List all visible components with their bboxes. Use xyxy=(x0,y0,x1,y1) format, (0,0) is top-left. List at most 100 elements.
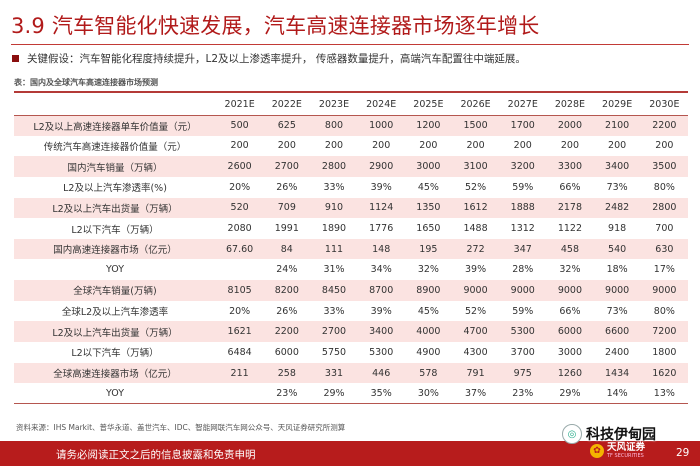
table-cell: 9000 xyxy=(451,280,500,301)
table-cell: 2200 xyxy=(263,321,311,343)
row-label: L2及以上汽车出货量（万辆） xyxy=(14,321,217,343)
table-cell: 3400 xyxy=(357,321,405,343)
table-row: L2及以上高速连接器单车价值量（元） 500 625 800 1000 1200 1500 1… xyxy=(14,115,688,136)
table-cell: 625 xyxy=(263,115,311,136)
table-cell: 8200 xyxy=(263,280,311,301)
table-cell: 23% xyxy=(263,383,311,405)
row-label: 全球L2及以上汽车渗透率 xyxy=(61,307,169,319)
table-cell: 200 xyxy=(230,140,249,152)
table-cell: 1000 xyxy=(357,115,405,136)
year-header: 2026E xyxy=(451,95,500,116)
table-cell: 30% xyxy=(404,383,452,405)
table-cell: 1800 xyxy=(652,346,677,358)
table-cell: 200 xyxy=(466,140,485,152)
table-cell: 2700 xyxy=(310,321,358,343)
table-row: L2以下汽车（万辆） 2080 1991 1890 1776 1650 1488 1312 11… xyxy=(14,218,688,239)
table-cell: 29% xyxy=(310,383,358,405)
table-cell: 45% xyxy=(417,305,439,317)
table-cell: 200 xyxy=(608,140,627,152)
table-cell: 39% xyxy=(370,305,392,317)
table-cell: 446 xyxy=(357,362,405,384)
table-cell: 1888 xyxy=(499,197,547,219)
table-cell: 272 xyxy=(451,238,500,260)
footer-bar xyxy=(0,441,700,466)
flower-logo-icon: ✿ xyxy=(590,444,604,459)
table-cell: 1124 xyxy=(357,197,405,219)
table-cell: 458 xyxy=(546,238,594,260)
table-cell: 7200 xyxy=(640,321,688,343)
table-cell: 9000 xyxy=(499,280,547,301)
table-cell: 39% xyxy=(370,181,392,193)
table-cell xyxy=(216,259,263,280)
table-row: L2及以上汽车渗透率(%) 20% 26% 33% 39% 45% 52% 59% 66% 73%… xyxy=(14,177,688,198)
brand-subtitle: TF SECURITIES xyxy=(607,453,644,460)
table-cell: 5300 xyxy=(369,346,394,358)
table-cell: 258 xyxy=(263,362,311,384)
table-row: 全球汽车销量(万辆) 8105 8200 8450 8700 8900 9000 9000 90… xyxy=(14,280,688,301)
table-row: L2及以上汽车出货量（万辆） 520 709 910 1124 1350 1612 1888 2… xyxy=(14,197,688,219)
table-cell: 67.60 xyxy=(216,238,264,260)
table-cell: 700 xyxy=(655,223,674,235)
table-cell: 52% xyxy=(465,305,487,317)
brand-logo: ✿ 天风证券 TF SECURITIES xyxy=(590,442,645,460)
table-cell: 33% xyxy=(323,305,345,317)
title-divider xyxy=(11,44,689,45)
table-cell: 200 xyxy=(324,140,344,152)
disclaimer-text: 请务必阅读正文之后的信息披露和免责申明 xyxy=(56,449,256,461)
table-cell: 26% xyxy=(276,181,298,193)
table-cell: 18% xyxy=(606,264,628,276)
table-cell: 2482 xyxy=(593,197,641,219)
table-cell: 3000 xyxy=(557,346,583,358)
table-cell: 4700 xyxy=(451,321,500,343)
table-cell: 73% xyxy=(606,181,628,193)
table-cell: 17% xyxy=(653,264,675,276)
table-cell: 1612 xyxy=(451,197,500,219)
row-label: YOY xyxy=(14,383,217,405)
table-cell: 5750 xyxy=(321,346,347,358)
table-cell: 6000 xyxy=(274,346,299,358)
table-row: L2以下汽车（万辆） 6484 6000 5750 5300 4900 4300 3700 30… xyxy=(14,342,688,363)
table-cell: 59% xyxy=(512,305,534,317)
table-cell: 1991 xyxy=(274,223,299,235)
row-label: 国内高速连接器市场（亿元） xyxy=(14,238,217,260)
table-cell: 3300 xyxy=(546,156,594,177)
table-cell: 4300 xyxy=(463,346,488,358)
year-header: 2030E xyxy=(640,95,688,116)
table-cell: 2600 xyxy=(216,156,264,177)
table-cell: 540 xyxy=(593,238,641,260)
table-cell: 211 xyxy=(216,362,264,384)
table-row: 国内高速连接器市场（亿元） 67.60 84 111 148 195 272 347 458 54… xyxy=(14,238,688,260)
table-cell: 2700 xyxy=(263,156,311,177)
row-label: 国内汽车销量（万辆） xyxy=(14,156,217,177)
row-label: 全球汽车销量(万辆) xyxy=(14,280,217,301)
year-header: 2024E xyxy=(357,95,405,116)
table-cell: 26% xyxy=(276,305,298,317)
watermark: ◎ 科技伊甸园 xyxy=(562,424,656,444)
row-label: 传统汽车高速连接器价值量（元） xyxy=(43,141,187,153)
row-label: L2及以上汽车出货量（万辆） xyxy=(14,197,217,219)
table-cell: 80% xyxy=(653,181,675,193)
table-cell: 2900 xyxy=(357,156,405,177)
table-cell: 1621 xyxy=(216,321,264,343)
table-row: L2及以上汽车出货量（万辆） 1621 2200 2700 3400 4000 4700 53… xyxy=(14,321,688,343)
table-body: L2及以上高速连接器单车价值量（元） 500 625 800 1000 1200 1500 1… xyxy=(14,115,688,405)
table-cell: 14% xyxy=(593,383,641,405)
table-row: 国内汽车销量（万辆） 2600 2700 2800 2900 3000 3100 3200 33… xyxy=(14,156,688,177)
table-cell: 37% xyxy=(451,383,500,405)
year-header: 2023E xyxy=(310,95,358,116)
table-cell: 578 xyxy=(404,362,452,384)
table-cell: 84 xyxy=(263,238,311,260)
table-cell: 8450 xyxy=(310,280,358,301)
table-cell: 1488 xyxy=(463,223,488,235)
year-header: 2025E xyxy=(404,95,452,116)
table-cell: 24% xyxy=(276,264,298,276)
table-cell: 2400 xyxy=(605,346,630,358)
wechat-icon: ◎ xyxy=(562,424,582,444)
table-cell: 2178 xyxy=(546,197,594,219)
table-row: YOY 23% 29% 35% 30% 37% 23% 29% 14% 13% xyxy=(14,383,688,405)
table-cell: 800 xyxy=(310,115,358,136)
watermark-text: 科技伊甸园 xyxy=(586,427,656,443)
table-cell: 59% xyxy=(512,181,534,193)
row-label: YOY xyxy=(105,264,125,276)
table-row: 全球高速连接器市场（亿元） 211 258 331 446 578 791 975 1260 14… xyxy=(14,362,688,384)
